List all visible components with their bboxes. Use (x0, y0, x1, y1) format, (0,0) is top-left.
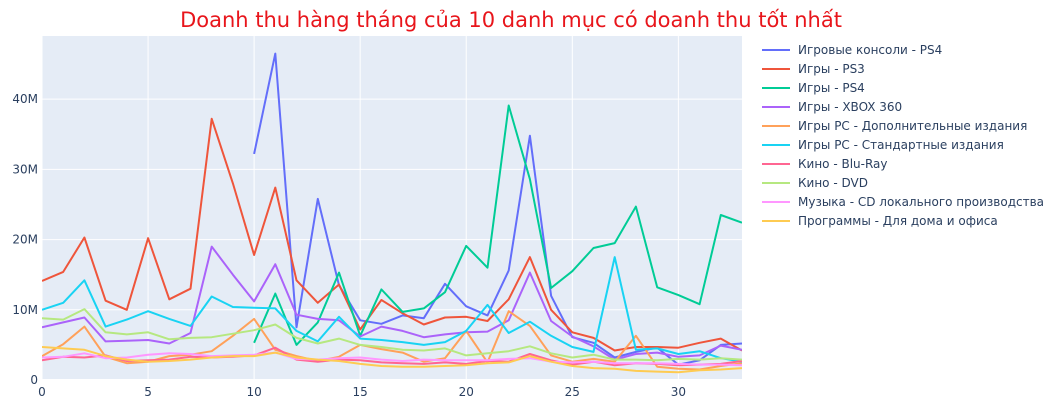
legend-item[interactable]: Кино - Blu-Ray (762, 157, 888, 171)
grid-lines (41, 36, 742, 381)
legend-label: Игры - PS4 (798, 81, 865, 95)
x-tick-label: 25 (565, 385, 580, 399)
series-lines (42, 52, 742, 374)
legend-item[interactable]: Игры - PS3 (762, 62, 865, 76)
legend-label: Игры PC - Стандартные издания (798, 138, 1004, 152)
x-tick-label: 10 (246, 385, 261, 399)
legend-label: Музыка - CD локального производства (798, 195, 1044, 209)
legend-label: Программы - Для дома и офиса (798, 214, 998, 228)
x-tick-label: 0 (38, 385, 46, 399)
series-line-5 (42, 310, 742, 371)
axis-ticks: 0 5 10 15 20 25 30 0 10M 20M 30M 40M (12, 92, 686, 399)
legend-label: Кино - DVD (798, 176, 868, 190)
y-tick-label: 20M (12, 233, 38, 247)
y-tick-label: 30M (12, 162, 38, 176)
series-line-10 (42, 346, 742, 374)
plot-background (42, 36, 742, 380)
x-tick-label: 5 (144, 385, 152, 399)
legend-label: Игры PC - Дополнительные издания (798, 119, 1027, 133)
series-line-3 (253, 104, 742, 346)
legend-item[interactable]: Игры - PS4 (762, 81, 865, 95)
legend-label: Игры - PS3 (798, 62, 865, 76)
y-tick-label: 0 (30, 373, 38, 387)
series-line-6 (42, 256, 742, 363)
legend-item[interactable]: Музыка - CD локального производства (762, 195, 1044, 209)
x-tick-label: 20 (459, 385, 474, 399)
series-line-7 (42, 346, 742, 367)
legend[interactable]: Игровые консоли - PS4 Игры - PS3 Игры - PS… (762, 43, 1044, 228)
legend-item[interactable]: Игры PC - Дополнительные издания (762, 119, 1027, 133)
legend-item[interactable]: Кино - DVD (762, 176, 868, 190)
y-tick-label: 10M (12, 303, 38, 317)
legend-label: Игры - XBOX 360 (798, 100, 902, 114)
x-tick-label: 15 (353, 385, 368, 399)
legend-item[interactable]: Игры PC - Стандартные издания (762, 138, 1004, 152)
legend-item[interactable]: Игровые консоли - PS4 (762, 43, 942, 57)
series-line-1 (253, 52, 742, 366)
chart-title: Doanh thu hàng tháng của 10 danh mục có … (180, 8, 842, 32)
legend-item[interactable]: Игры - XBOX 360 (762, 100, 902, 114)
legend-label: Кино - Blu-Ray (798, 157, 888, 171)
series-line-8 (42, 308, 742, 362)
series-line-9 (42, 351, 742, 367)
x-tick-label: 30 (671, 385, 686, 399)
y-tick-label: 40M (12, 92, 38, 106)
legend-item[interactable]: Программы - Для дома и офиса (762, 214, 998, 228)
series-line-4 (42, 245, 742, 361)
legend-label: Игровые консоли - PS4 (798, 43, 942, 57)
